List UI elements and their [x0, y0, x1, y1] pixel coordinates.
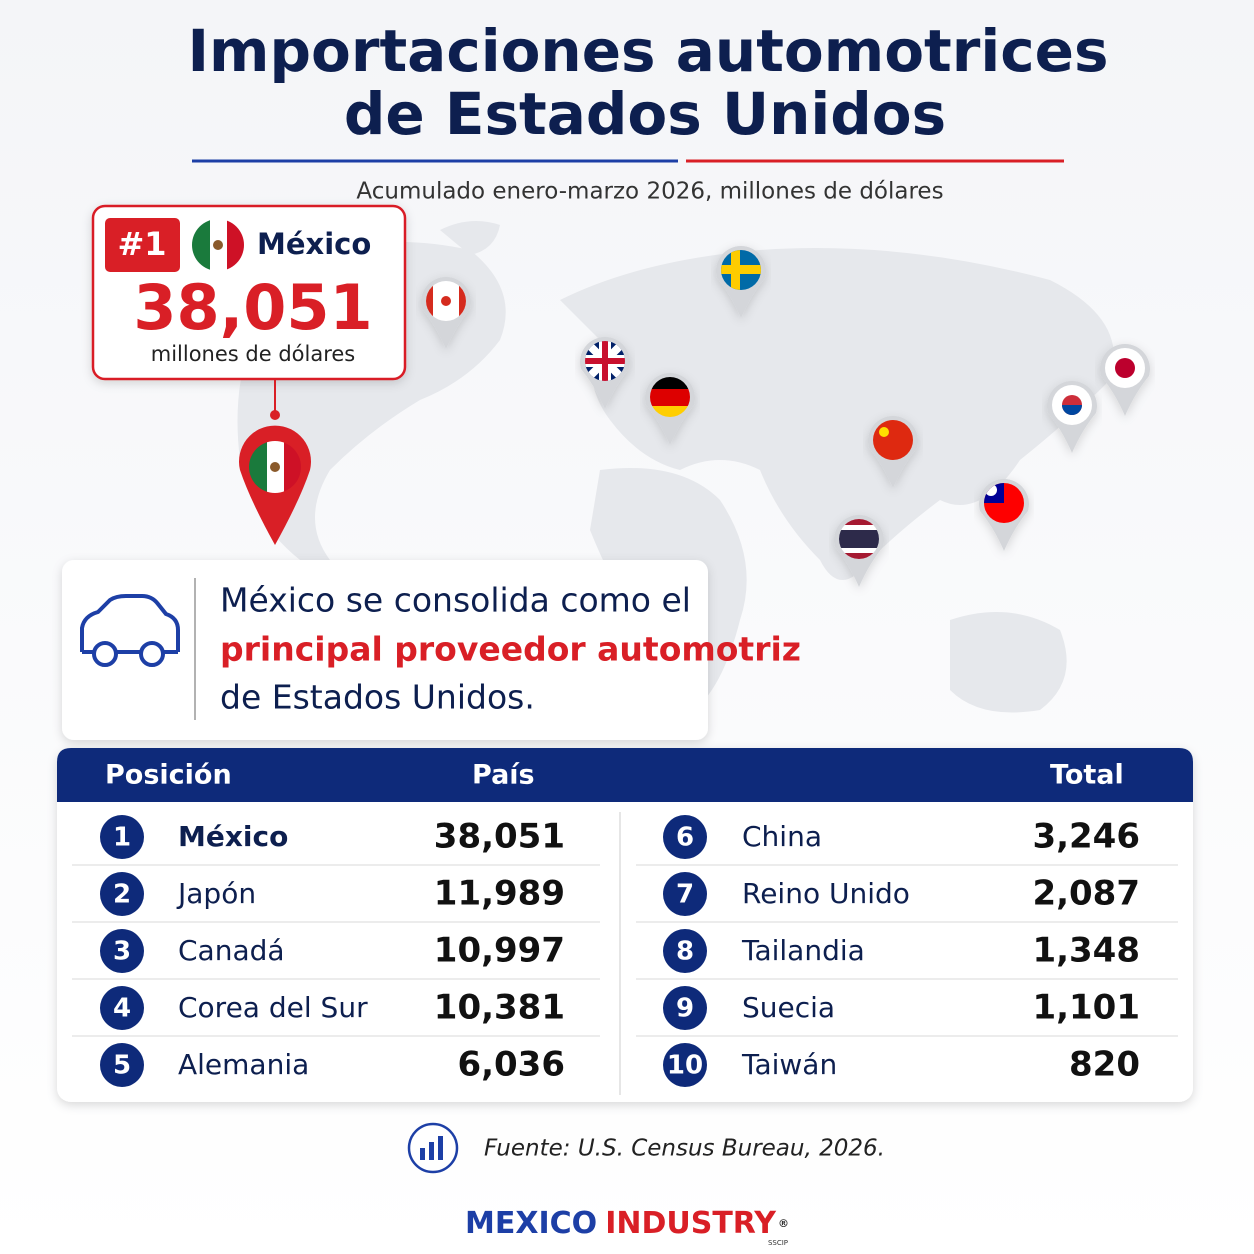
title-line: de Estados Unidos — [344, 80, 946, 148]
rank: #1 — [117, 225, 166, 263]
table-row: 1 México 38,051 — [72, 815, 600, 866]
highlight-value: 38,051 — [133, 271, 372, 344]
rank-circle — [100, 1043, 144, 1087]
source-icon-bars — [420, 1136, 443, 1160]
country: Suecia — [742, 991, 835, 1024]
rank-circle — [663, 929, 707, 973]
rank-circle — [100, 929, 144, 973]
rank-circle — [100, 986, 144, 1030]
table-card — [57, 748, 1193, 1102]
flag-pin — [645, 372, 695, 445]
flag-pin — [716, 245, 767, 318]
table-row: 8 Tailandia 1,348 — [636, 929, 1178, 980]
country: Reino Unido — [742, 877, 910, 910]
total: 3,246 — [1032, 817, 1140, 857]
table-row: 6 China 3,246 — [636, 815, 1178, 866]
callout-text: de Estados Unidos. — [220, 678, 535, 717]
table-row: 4 Corea del Sur 10,381 — [72, 986, 600, 1037]
rank-badge — [105, 218, 180, 272]
total: 38,051 — [434, 817, 565, 857]
rank-circle — [663, 815, 707, 859]
country: Alemania — [178, 1048, 309, 1081]
title-line: Importaciones automotrices — [187, 17, 1108, 85]
rank: 4 — [113, 994, 131, 1024]
table-row: 5 Alemania 6,036 — [100, 1043, 565, 1087]
country: Corea del Sur — [178, 991, 368, 1024]
column-header: Posición — [105, 760, 232, 791]
mexico-flag — [192, 219, 244, 271]
total: 10,381 — [434, 988, 565, 1028]
brand-part: INDUSTRY — [605, 1206, 777, 1241]
flag-pin — [979, 478, 1030, 551]
flag-pin — [580, 337, 630, 409]
flag-pin — [834, 515, 884, 587]
column-header: País — [472, 760, 535, 791]
brand-mark: ® — [778, 1217, 789, 1230]
country: México — [178, 820, 288, 853]
brand-part: MEXICO — [465, 1206, 597, 1241]
rank-circle — [663, 1043, 707, 1087]
subtitle: Acumulado enero-marzo 2026, millones de … — [356, 179, 943, 205]
country: China — [742, 820, 822, 853]
country: Japón — [176, 877, 256, 910]
source: Fuente: U.S. Census Bureau, 2026. — [484, 1136, 885, 1162]
rank: 6 — [676, 823, 694, 853]
table-row: 10 Taiwán 820 — [663, 1043, 1140, 1087]
total: 1,101 — [1032, 988, 1140, 1028]
rank-circle — [663, 872, 707, 916]
table-row: 3 Canadá 10,997 — [72, 929, 600, 980]
callout-card — [62, 560, 708, 740]
highlight-unit: millones de dólares — [151, 342, 356, 366]
country: Canadá — [178, 934, 285, 967]
rank-circle — [100, 872, 144, 916]
rank: 1 — [113, 823, 131, 853]
flag-pin — [868, 416, 918, 488]
flag-pin — [1047, 381, 1097, 453]
total: 2,087 — [1032, 874, 1140, 914]
table-row: 9 Suecia 1,101 — [636, 986, 1178, 1037]
flag-pin — [421, 277, 471, 349]
column-header: Total — [1050, 760, 1124, 791]
country: Taiwán — [741, 1048, 837, 1081]
rank: 2 — [113, 880, 131, 910]
car-icon — [80, 594, 180, 667]
table-row: 2 Japón 11,989 — [72, 872, 600, 923]
rank-circle — [100, 815, 144, 859]
total: 1,348 — [1032, 931, 1140, 971]
mexico-pin — [239, 425, 311, 545]
callout-emphasis: principal proveedor automotriz — [220, 630, 801, 669]
rank: 3 — [113, 937, 131, 967]
rank: 9 — [676, 994, 694, 1024]
total: 10,997 — [434, 931, 565, 971]
country: Tailandia — [741, 934, 865, 967]
total: 11,989 — [434, 874, 565, 914]
rank: 5 — [113, 1051, 131, 1081]
connector-dot — [270, 410, 280, 420]
highlight-country: México — [257, 227, 371, 261]
rank: 7 — [676, 880, 694, 910]
table-row: 7 Reino Unido 2,087 — [636, 872, 1178, 923]
flag-pin — [1100, 343, 1151, 416]
total: 6,036 — [457, 1045, 565, 1085]
table-header — [57, 748, 1193, 802]
brand-sub: SSCIP — [768, 1239, 788, 1247]
callout-text: México se consolida como el — [220, 581, 691, 620]
rank: 10 — [667, 1051, 703, 1081]
brand: MEXICO INDUSTRY ® — [465, 1206, 789, 1241]
total: 820 — [1069, 1045, 1140, 1085]
rank-circle — [663, 986, 707, 1030]
rank: 8 — [676, 937, 694, 967]
